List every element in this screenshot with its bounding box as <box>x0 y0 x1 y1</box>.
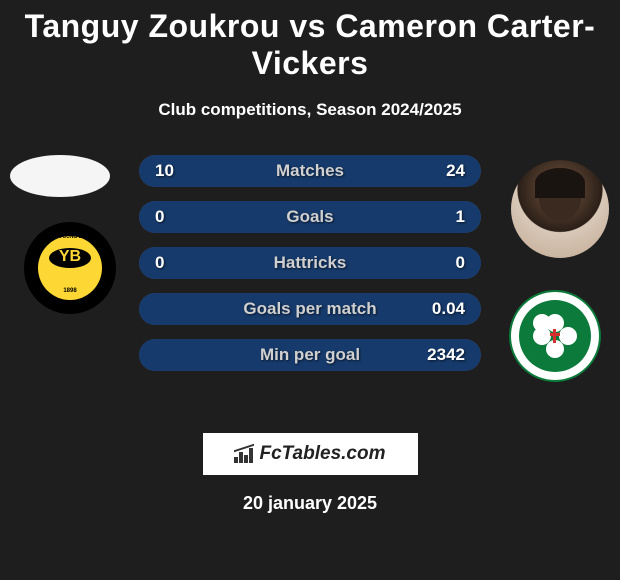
clover-icon <box>533 314 577 358</box>
club-right-inner <box>519 300 591 372</box>
club-left-badge: BSC YOUNG BOYS 1898 <box>24 222 116 314</box>
stats-list: 10Matches240Goals10Hattricks0Goals per m… <box>139 155 481 385</box>
chart-icon <box>234 445 256 463</box>
club-left-year: 1898 <box>63 288 76 294</box>
stat-bar: Min per goal 2342 <box>139 339 481 371</box>
date-label: 20 january 2025 <box>0 493 620 514</box>
stat-value-left: 0 <box>155 207 164 227</box>
stat-bar: Goals per match 0.04 <box>139 293 481 325</box>
stat-label: Min per goal <box>260 345 360 365</box>
stat-value-left: 0 <box>155 253 164 273</box>
stat-value-right: 0.04 <box>432 299 465 319</box>
stat-fill-left <box>139 155 238 187</box>
page-title: Tanguy Zoukrou vs Cameron Carter-Vickers <box>0 0 620 82</box>
content-area: BSC YOUNG BOYS 1898 10Matches240Goals10H… <box>0 160 620 420</box>
stat-fill-right <box>238 155 481 187</box>
club-right-badge <box>509 290 601 382</box>
stat-label: Hattricks <box>274 253 347 273</box>
club-left-top-text: BSC YOUNG BOYS <box>38 234 102 240</box>
subtitle: Club competitions, Season 2024/2025 <box>0 100 620 120</box>
site-logo: FcTables.com <box>203 433 418 475</box>
stat-value-right: 1 <box>456 207 465 227</box>
player-right-photo <box>511 160 609 258</box>
left-column: BSC YOUNG BOYS 1898 <box>0 160 120 314</box>
right-column <box>500 160 620 382</box>
stat-value-right: 24 <box>446 161 465 181</box>
stat-value-right: 2342 <box>427 345 465 365</box>
stat-bar: 0 Goals 1 <box>139 201 481 233</box>
stat-value-left: 10 <box>155 161 174 181</box>
cross-icon <box>553 329 556 343</box>
club-left-inner: BSC YOUNG BOYS 1898 <box>38 236 102 300</box>
comparison-card: Tanguy Zoukrou vs Cameron Carter-Vickers… <box>0 0 620 580</box>
stat-label: Matches <box>276 161 344 181</box>
stat-label: Goals per match <box>243 299 376 319</box>
stat-value-right: 0 <box>456 253 465 273</box>
stat-bar: 10 Matches 24 <box>139 155 481 187</box>
logo-text: FcTables.com <box>259 443 385 465</box>
stat-label: Goals <box>286 207 333 227</box>
stat-bar: 0 Hattricks 0 <box>139 247 481 279</box>
player-left-photo <box>10 155 110 197</box>
